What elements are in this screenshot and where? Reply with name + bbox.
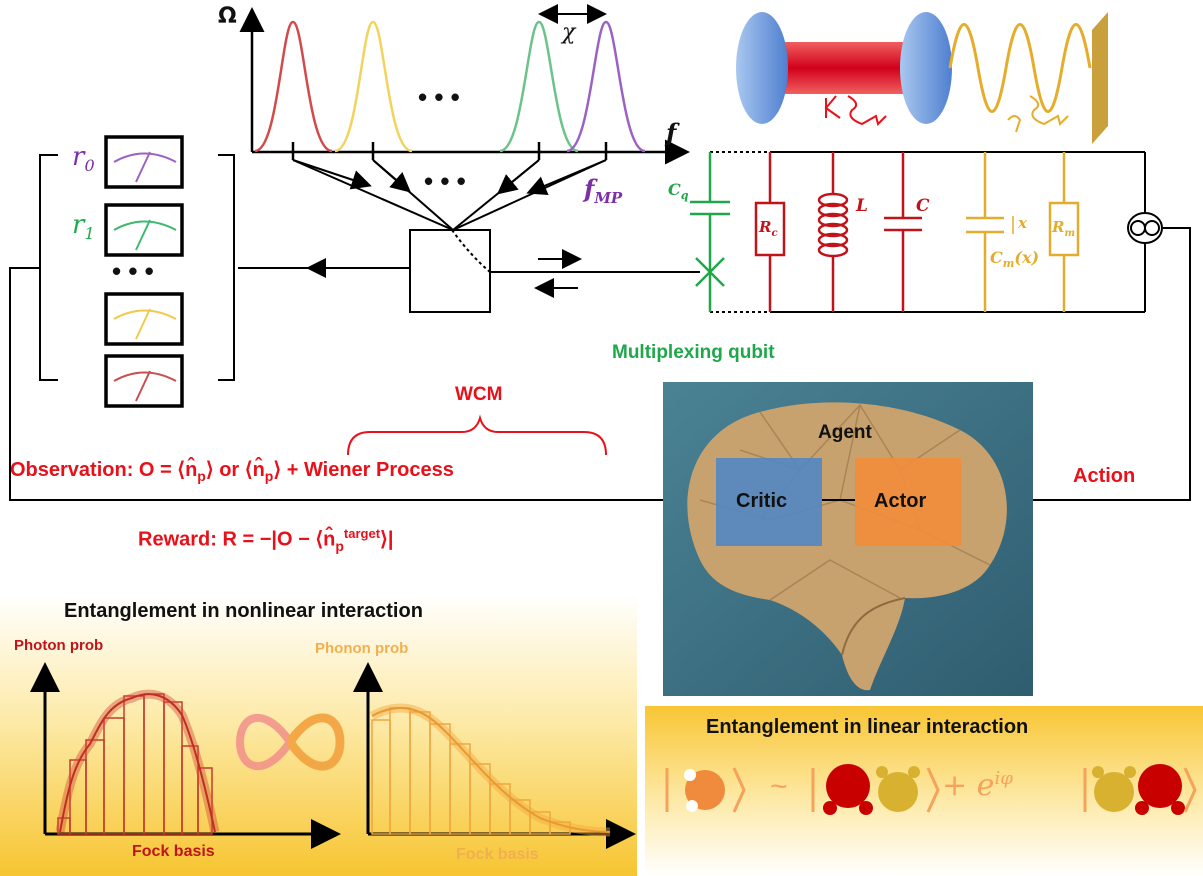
brain-image — [663, 382, 1033, 696]
spectrum-plot — [239, 4, 690, 165]
demux-lines — [292, 159, 607, 231]
phonon-prob-label: Phonon prob — [315, 640, 409, 657]
resistor-rm — [1048, 152, 1080, 312]
meter-r2 — [104, 292, 184, 346]
meter-dots: • • • — [112, 256, 154, 286]
meter-r0 — [104, 135, 184, 189]
quantum-blob-yellow-1 — [876, 766, 920, 812]
fock-basis-phonon: Fock basis — [456, 846, 539, 863]
beam-splitter — [238, 229, 700, 313]
actor-label: Actor — [874, 490, 927, 512]
multiplexing-qubit-label: Multiplexing qubit — [612, 342, 775, 363]
capacitor-cm — [966, 152, 1014, 312]
multiplexing-qubit — [690, 152, 730, 312]
tilde-symbol: ~ — [770, 770, 788, 803]
feedback-loop — [9, 227, 1191, 501]
peak-purple — [566, 20, 646, 153]
quantum-blob-yellow-2 — [1092, 766, 1136, 812]
critic-box — [716, 458, 822, 546]
omega-axis-label: Ω — [218, 4, 237, 29]
f-axis-label: f — [666, 118, 677, 147]
linear-equation — [665, 764, 1197, 815]
wcm-brace — [347, 414, 607, 456]
actor-box — [855, 458, 961, 546]
agent-label: Agent — [818, 422, 872, 443]
rc-label: Rc — [759, 218, 778, 239]
chi-label: χ — [562, 20, 576, 45]
cq-label: Cq — [668, 180, 689, 203]
cm-label: Cm(x) — [990, 248, 1040, 271]
circuit — [690, 151, 1163, 313]
optical-cavity — [736, 12, 1108, 144]
l-label: L — [856, 196, 868, 216]
rm-label: Rm — [1052, 218, 1076, 239]
f-mp-label: fMP — [584, 174, 623, 207]
r1-label: r1 — [72, 210, 95, 244]
x-label: x — [1018, 214, 1027, 232]
splitter-dots: • • • — [424, 166, 466, 196]
peak-red — [254, 20, 333, 153]
resistor-rc — [754, 152, 786, 312]
inductor-l — [817, 152, 849, 312]
phase-term: + eiφ — [942, 768, 1013, 803]
c-label: C — [916, 196, 930, 216]
r0-label: r0 — [72, 142, 95, 176]
wcm-label: WCM — [455, 384, 503, 405]
phonon-histogram — [353, 662, 636, 849]
meter-r3 — [104, 354, 184, 408]
capacitor-c — [884, 152, 922, 312]
photon-histogram — [30, 662, 341, 849]
linear-title: Entanglement in linear interaction — [706, 716, 1029, 738]
peak-yellow — [334, 20, 413, 153]
spectrum-dots: • • • — [418, 82, 460, 112]
meter-bank — [39, 135, 235, 408]
action-label: Action — [1073, 465, 1136, 487]
quantum-blob-red-2 — [1135, 764, 1185, 815]
infinity-symbol — [235, 713, 345, 771]
meter-r1 — [104, 203, 184, 257]
critic-label: Critic — [736, 490, 788, 512]
reward-label: Reward: R = −|O − ⟨n̂ptarget⟩| — [138, 526, 394, 554]
fock-basis-photon: Fock basis — [132, 843, 215, 860]
quantum-blob-red-1 — [823, 764, 873, 815]
observation-label: Observation: O = ⟨n̂p⟩ or ⟨n̂p⟩ + Wiener… — [10, 459, 454, 484]
nonlinear-title: Entanglement in nonlinear interaction — [64, 600, 423, 622]
photon-prob-label: Photon prob — [14, 637, 104, 654]
